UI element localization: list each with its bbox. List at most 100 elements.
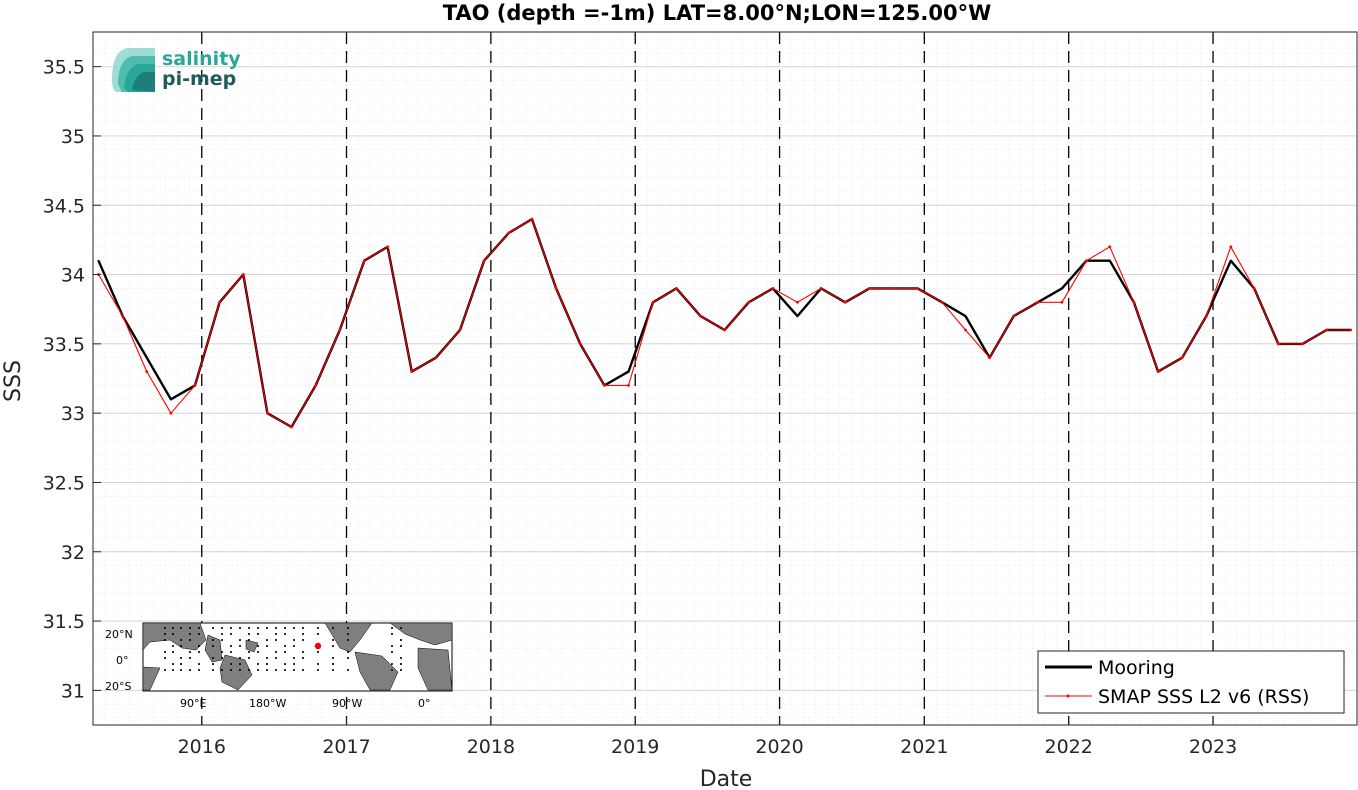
smap-data-point bbox=[723, 328, 726, 332]
buoy-marker bbox=[275, 669, 277, 671]
buoy-marker bbox=[172, 651, 174, 653]
smap-data-point bbox=[1085, 259, 1088, 263]
buoy-marker bbox=[248, 639, 250, 641]
smap-data-point bbox=[796, 300, 799, 304]
buoy-marker bbox=[180, 669, 182, 671]
wave-logo-icon bbox=[112, 48, 155, 92]
buoy-marker bbox=[180, 657, 182, 659]
buoy-marker bbox=[275, 651, 277, 653]
legend-marker-smap bbox=[1066, 694, 1070, 698]
buoy-marker bbox=[391, 633, 393, 635]
y-tick-label: 33.5 bbox=[43, 334, 85, 356]
map-label-180w: 180°W bbox=[249, 697, 286, 710]
mooring-location-marker bbox=[314, 642, 322, 650]
buoy-marker bbox=[293, 657, 295, 659]
smap-data-point bbox=[1060, 300, 1064, 304]
smap-data-point bbox=[386, 245, 389, 249]
buoy-marker bbox=[317, 669, 319, 671]
smap-data-point bbox=[266, 411, 269, 415]
smap-data-point bbox=[1204, 314, 1208, 318]
smap-data-point bbox=[603, 384, 606, 387]
buoy-marker bbox=[239, 657, 241, 659]
buoy-marker bbox=[239, 639, 241, 641]
buoy-marker bbox=[391, 669, 393, 671]
year-boundary-lines bbox=[201, 32, 1214, 725]
mooring-data-point bbox=[964, 315, 967, 317]
buoy-marker bbox=[257, 627, 259, 629]
buoy-marker bbox=[230, 669, 232, 671]
buoy-marker bbox=[391, 627, 393, 629]
smap-data-point bbox=[1276, 342, 1280, 346]
smap-data-point bbox=[1349, 328, 1353, 332]
buoy-marker bbox=[164, 669, 166, 671]
buoy-marker bbox=[266, 627, 268, 629]
x-tick-label: 2019 bbox=[611, 736, 659, 758]
inset-map-buoy-markers bbox=[164, 627, 402, 671]
buoy-marker bbox=[189, 651, 191, 653]
buoy-marker bbox=[230, 633, 232, 635]
buoy-marker bbox=[212, 669, 214, 671]
x-tick-label: 2018 bbox=[467, 736, 515, 758]
buoy-marker bbox=[347, 657, 349, 659]
buoy-marker bbox=[266, 645, 268, 647]
smap-data-point bbox=[314, 384, 318, 387]
buoy-marker bbox=[221, 669, 223, 671]
buoy-marker bbox=[284, 669, 286, 671]
smap-data-point bbox=[843, 300, 847, 304]
buoy-marker bbox=[317, 663, 319, 665]
smap-data-point bbox=[169, 411, 173, 415]
smap-data-point bbox=[507, 231, 511, 235]
x-tick-label: 2021 bbox=[900, 736, 948, 758]
map-label-equator: 0° bbox=[116, 654, 129, 667]
y-tick-label: 34.5 bbox=[43, 195, 85, 217]
buoy-marker bbox=[248, 633, 250, 635]
buoy-marker bbox=[257, 633, 259, 635]
buoy-marker bbox=[400, 669, 402, 671]
smap-data-point bbox=[699, 314, 702, 318]
smap-data-point bbox=[1301, 342, 1304, 346]
inset-map-landmasses bbox=[142, 622, 453, 691]
map-label-20s: 20°S bbox=[105, 680, 131, 693]
y-tick-label: 31 bbox=[61, 680, 85, 702]
buoy-marker bbox=[172, 627, 174, 629]
buoy-marker bbox=[212, 639, 214, 641]
buoy-marker bbox=[400, 627, 402, 629]
x-axis-label: Date bbox=[700, 767, 753, 790]
y-tick-label: 35.5 bbox=[43, 57, 85, 79]
smap-data-point bbox=[145, 370, 149, 373]
smap-data-point bbox=[362, 259, 366, 263]
buoy-marker bbox=[212, 645, 214, 647]
chart-legend: Mooring SMAP SSS L2 v6 (RSS) bbox=[1037, 650, 1345, 714]
mooring-data-point bbox=[97, 259, 100, 262]
buoy-marker bbox=[347, 651, 349, 653]
buoy-marker bbox=[347, 669, 349, 671]
y-tick-label: 32 bbox=[61, 542, 85, 564]
legend-box bbox=[1037, 650, 1345, 714]
buoy-marker bbox=[317, 651, 319, 653]
buoy-marker bbox=[248, 627, 250, 629]
buoy-marker bbox=[221, 639, 223, 641]
buoy-marker bbox=[266, 663, 268, 665]
buoy-marker bbox=[257, 645, 259, 647]
smap-data-point bbox=[1012, 314, 1016, 318]
smap-data-point bbox=[916, 287, 919, 290]
smap-data-point bbox=[1036, 300, 1040, 304]
x-tick-label: 2022 bbox=[1045, 736, 1093, 758]
buoy-marker bbox=[302, 627, 304, 629]
smap-data-point bbox=[771, 287, 775, 290]
buoy-marker bbox=[198, 651, 200, 653]
buoy-marker bbox=[284, 627, 286, 629]
smap-data-point bbox=[651, 300, 655, 304]
smap-data-point bbox=[1132, 300, 1136, 304]
y-axis-label: SSS bbox=[1, 360, 26, 402]
plot-area-frame bbox=[92, 31, 1358, 726]
buoy-marker bbox=[275, 627, 277, 629]
buoy-marker bbox=[284, 633, 286, 635]
x-tick-label: 2023 bbox=[1189, 736, 1237, 758]
mooring-data-point bbox=[1061, 287, 1063, 290]
smap-data-point bbox=[1229, 245, 1233, 249]
buoy-marker bbox=[221, 627, 223, 629]
buoy-marker bbox=[164, 633, 166, 635]
salinity-pi-mep-logo: salinity pi-mep bbox=[112, 48, 241, 92]
buoy-marker bbox=[172, 633, 174, 635]
